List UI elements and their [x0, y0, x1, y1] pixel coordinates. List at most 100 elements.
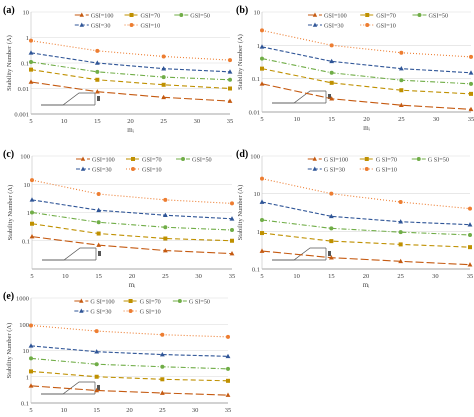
data-point — [230, 238, 234, 243]
data-point — [159, 390, 165, 395]
y-axis-title: Stability Number (Λ) — [6, 323, 13, 379]
data-point — [228, 77, 232, 82]
y-tick-label: 10 — [24, 182, 31, 189]
data-point — [260, 231, 264, 236]
data-point — [94, 349, 100, 354]
data-point — [29, 369, 33, 374]
legend-label: GSI=50 — [190, 12, 210, 19]
data-point — [259, 44, 265, 49]
chart-panel-b: (b) 0.01 0.1 1 10 5 10 15 20 25 30 35 mᵢ Stability Nu… — [236, 5, 474, 132]
slope-height-mark — [97, 385, 100, 390]
series-line — [261, 178, 471, 210]
y-tick-label: 10 — [23, 10, 30, 17]
data-point — [161, 94, 167, 100]
data-point — [467, 262, 473, 267]
slope-height-mark — [328, 94, 331, 99]
legend-label: GSI=30 — [324, 22, 344, 29]
y-tick-label: 10 — [254, 191, 261, 198]
data-point — [230, 201, 234, 206]
data-point — [468, 206, 472, 211]
data-point — [225, 392, 231, 397]
data-point — [229, 251, 235, 256]
series-line — [261, 58, 472, 85]
data-point — [469, 91, 473, 96]
data-point — [30, 178, 34, 183]
data-point — [96, 220, 101, 225]
y-tick-label: 0.1 — [21, 401, 29, 408]
x-tick-label: 35 — [227, 118, 234, 125]
data-point — [260, 66, 264, 71]
x-tick-label: 10 — [61, 118, 68, 125]
series-line — [261, 219, 471, 236]
series-line — [30, 69, 231, 90]
data-point — [94, 329, 99, 334]
legend-label: GSI=100 — [91, 12, 114, 19]
data-point — [260, 56, 264, 61]
data-point — [162, 212, 168, 218]
legend-label: G SI=30 — [324, 166, 345, 173]
data-point — [329, 191, 334, 196]
legend-label: GSI=30 — [92, 166, 112, 173]
x-tick-label: 15 — [93, 407, 100, 414]
legend-marker — [79, 22, 84, 27]
x-tick-label: 25 — [160, 118, 167, 125]
data-point — [398, 258, 404, 264]
data-point — [96, 207, 102, 213]
data-point — [28, 343, 34, 348]
data-point — [329, 58, 335, 64]
legend-marker — [131, 157, 135, 161]
panel-label: (c) — [3, 149, 14, 160]
data-point — [96, 242, 102, 247]
data-point — [329, 43, 334, 48]
chart-panel-d: (d) 0.1 1 10 100 5 10 15 20 25 30 35 mᵢ Stability Num… — [236, 149, 473, 289]
x-tick-label: 5 — [29, 407, 32, 414]
legend-marker — [128, 309, 133, 313]
legend-marker — [177, 299, 182, 303]
data-point — [469, 54, 473, 59]
data-point — [30, 210, 34, 215]
slope-height-mark — [328, 251, 331, 256]
legend-label: GSI=70 — [376, 12, 396, 19]
data-point — [260, 28, 264, 33]
data-point — [399, 50, 404, 55]
x-tick-label: 25 — [398, 116, 405, 123]
series-line — [31, 199, 233, 220]
x-axis-title: mᵢ — [129, 281, 136, 289]
data-point — [259, 81, 265, 86]
legend-marker — [128, 299, 133, 303]
x-tick-label: 15 — [328, 273, 335, 280]
x-tick-label: 10 — [62, 273, 69, 280]
data-point — [229, 216, 235, 221]
data-point — [94, 60, 100, 65]
legend-label: GSI=30 — [91, 22, 111, 29]
data-point — [398, 66, 404, 71]
series-line — [261, 83, 472, 110]
series-line — [31, 179, 233, 204]
legend-label: G SI=10 — [140, 308, 161, 315]
data-point — [29, 67, 33, 72]
legend-label: GSI=50 — [192, 156, 212, 163]
data-point — [30, 221, 34, 226]
x-tick-label: 35 — [468, 116, 474, 123]
legend-label: GSI=100 — [324, 12, 347, 19]
legend-marker — [131, 167, 135, 171]
x-tick-label: 15 — [94, 118, 101, 125]
legend-marker — [79, 12, 84, 17]
series-line — [261, 46, 472, 74]
data-point — [398, 242, 403, 247]
data-point — [94, 89, 100, 94]
series-line — [30, 40, 231, 61]
data-point — [29, 197, 35, 202]
data-point — [29, 38, 33, 43]
slope-outline — [42, 247, 96, 261]
data-point — [329, 96, 335, 101]
data-point — [163, 197, 168, 202]
slope-outline — [41, 92, 95, 106]
x-tick-label: 5 — [29, 118, 32, 125]
x-tick-label: 25 — [397, 273, 404, 280]
y-tick-label: 0.01 — [18, 86, 29, 93]
data-point — [328, 213, 334, 219]
data-point — [226, 334, 230, 339]
legend-marker — [417, 13, 422, 17]
